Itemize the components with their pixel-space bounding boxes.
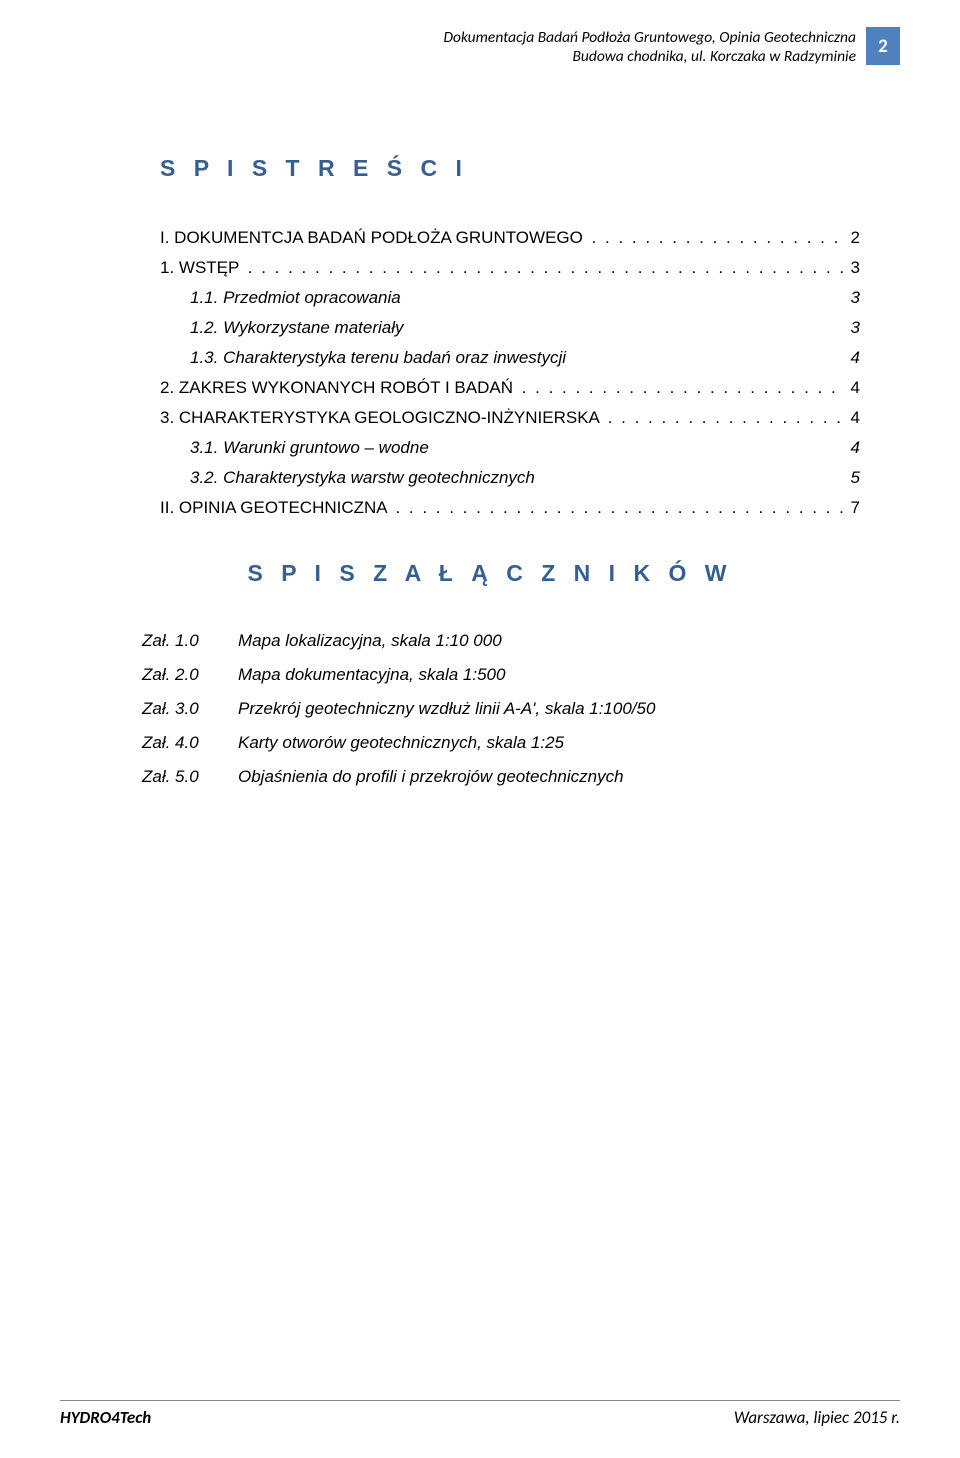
toc-leader-dots: . . . . . . . . . . . . . . . . . . . . … bbox=[608, 408, 843, 428]
toc-entry-page: 4 bbox=[847, 408, 860, 428]
toc-leader-dots: . . . . . . . . . . . . . . . . . . . . … bbox=[592, 228, 843, 248]
attachment-row: Zał. 5.0Objaśnienia do profili i przekro… bbox=[120, 767, 860, 787]
toc-entry-page: 2 bbox=[847, 228, 860, 248]
toc-entry-text: 1. WSTĘP bbox=[160, 258, 244, 278]
attachment-key: Zał. 4.0 bbox=[142, 733, 238, 753]
attachments-heading: S P I S Z A Ł Ą C Z N I K Ó W bbox=[120, 560, 860, 587]
toc-entry-text: 1.3. Charakterystyka terenu badań oraz i… bbox=[190, 348, 566, 368]
footer-right: Warszawa, lipiec 2015 r. bbox=[734, 1407, 900, 1428]
toc-entry-page: 4 bbox=[847, 378, 860, 398]
toc-entry: 1.1. Przedmiot opracowania 3 bbox=[160, 288, 860, 308]
attachment-text: Przekrój geotechniczny wzdłuż linii A-A'… bbox=[238, 699, 860, 719]
attachment-row: Zał. 2.0Mapa dokumentacyjna, skala 1:500 bbox=[120, 665, 860, 685]
toc-entry: 1. WSTĘP . . . . . . . . . . . . . . . .… bbox=[160, 258, 860, 278]
toc-entry-text: II. OPINIA GEOTECHNICZNA bbox=[160, 498, 391, 518]
toc-section: S P I S T R E Ś C I I. DOKUMENTCJA BADAŃ… bbox=[160, 155, 860, 528]
attachment-text: Mapa dokumentacyjna, skala 1:500 bbox=[238, 665, 860, 685]
toc-entry-text: 3. CHARAKTERYSTYKA GEOLOGICZNO-INŻYNIERS… bbox=[160, 408, 604, 428]
toc-entry: 2. ZAKRES WYKONANYCH ROBÓT I BADAŃ . . .… bbox=[160, 378, 860, 398]
toc-entry-page: 5 bbox=[851, 468, 860, 488]
header-line-2: Budowa chodnika, ul. Korczaka w Radzymin… bbox=[443, 47, 856, 66]
toc-entry-page: 3 bbox=[847, 258, 860, 278]
toc-entry: 3.2. Charakterystyka warstw geotechniczn… bbox=[160, 468, 860, 488]
page-footer: HYDRO4Tech Warszawa, lipiec 2015 r. bbox=[60, 1400, 900, 1428]
toc-entry-page: 4 bbox=[851, 348, 860, 368]
attachments-section: S P I S Z A Ł Ą C Z N I K Ó W Zał. 1.0Ma… bbox=[120, 560, 860, 801]
toc-entry: 3.1. Warunki gruntowo – wodne 4 bbox=[160, 438, 860, 458]
running-header: Dokumentacja Badań Podłoża Gruntowego, O… bbox=[443, 28, 900, 67]
toc-entry-page: 4 bbox=[851, 438, 860, 458]
toc-leader-dots: . . . . . . . . . . . . . . . . . . . . … bbox=[248, 258, 843, 278]
document-page: Dokumentacja Badań Podłoża Gruntowego, O… bbox=[0, 0, 960, 1458]
header-line-1: Dokumentacja Badań Podłoża Gruntowego, O… bbox=[443, 28, 856, 47]
toc-entry: 1.2. Wykorzystane materiały 3 bbox=[160, 318, 860, 338]
attachment-key: Zał. 2.0 bbox=[142, 665, 238, 685]
toc-entry-page: 3 bbox=[851, 318, 860, 338]
toc-leader-dots: . . . . . . . . . . . . . . . . . . . . … bbox=[522, 378, 843, 398]
toc-heading: S P I S T R E Ś C I bbox=[160, 155, 860, 182]
attachment-row: Zał. 4.0Karty otworów geotechnicznych, s… bbox=[120, 733, 860, 753]
page-number-badge: 2 bbox=[866, 27, 900, 65]
toc-entry-text: I. DOKUMENTCJA BADAŃ PODŁOŻA GRUNTOWEGO bbox=[160, 228, 588, 248]
toc-entry-text: 1.1. Przedmiot opracowania bbox=[190, 288, 401, 308]
attachment-row: Zał. 3.0Przekrój geotechniczny wzdłuż li… bbox=[120, 699, 860, 719]
attachment-text: Mapa lokalizacyjna, skala 1:10 000 bbox=[238, 631, 860, 651]
toc-entry-text: 3.2. Charakterystyka warstw geotechniczn… bbox=[190, 468, 535, 488]
attachment-text: Objaśnienia do profili i przekrojów geot… bbox=[238, 767, 860, 787]
page-number: 2 bbox=[878, 35, 888, 58]
attachment-key: Zał. 5.0 bbox=[142, 767, 238, 787]
toc-entry: II. OPINIA GEOTECHNICZNA . . . . . . . .… bbox=[160, 498, 860, 518]
toc-entry: I. DOKUMENTCJA BADAŃ PODŁOŻA GRUNTOWEGO … bbox=[160, 228, 860, 248]
toc-list: I. DOKUMENTCJA BADAŃ PODŁOŻA GRUNTOWEGO … bbox=[160, 228, 860, 518]
attachment-key: Zał. 1.0 bbox=[142, 631, 238, 651]
toc-entry-text: 2. ZAKRES WYKONANYCH ROBÓT I BADAŃ bbox=[160, 378, 518, 398]
attachment-text: Karty otworów geotechnicznych, skala 1:2… bbox=[238, 733, 860, 753]
toc-entry-text: 1.2. Wykorzystane materiały bbox=[190, 318, 404, 338]
footer-left: HYDRO4Tech bbox=[60, 1407, 151, 1428]
toc-entry: 1.3. Charakterystyka terenu badań oraz i… bbox=[160, 348, 860, 368]
toc-entry-text: 3.1. Warunki gruntowo – wodne bbox=[190, 438, 429, 458]
toc-entry: 3. CHARAKTERYSTYKA GEOLOGICZNO-INŻYNIERS… bbox=[160, 408, 860, 428]
header-text: Dokumentacja Badań Podłoża Gruntowego, O… bbox=[443, 28, 856, 67]
toc-entry-page: 3 bbox=[851, 288, 860, 308]
attachments-list: Zał. 1.0Mapa lokalizacyjna, skala 1:10 0… bbox=[120, 631, 860, 787]
toc-entry-page: 7 bbox=[847, 498, 860, 518]
attachment-row: Zał. 1.0Mapa lokalizacyjna, skala 1:10 0… bbox=[120, 631, 860, 651]
toc-leader-dots: . . . . . . . . . . . . . . . . . . . . … bbox=[395, 498, 842, 518]
attachment-key: Zał. 3.0 bbox=[142, 699, 238, 719]
